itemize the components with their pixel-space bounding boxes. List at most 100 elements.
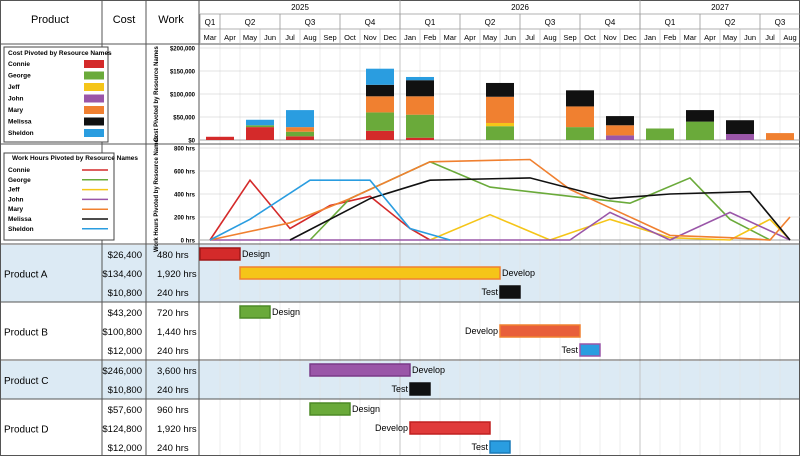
bar-segment xyxy=(726,134,754,140)
cost-legend-entry: George xyxy=(8,73,31,80)
row-work: 720 hrs xyxy=(157,308,189,319)
work-legend-entry: Melissa xyxy=(8,216,32,223)
gantt-task-label: Develop xyxy=(412,365,445,375)
cost-legend-entry: Jeff xyxy=(8,84,20,91)
gantt-bar-design xyxy=(239,305,271,319)
work-legend-entry: Jeff xyxy=(8,187,20,194)
bar-segment xyxy=(606,116,634,126)
line-y-label: Work Hours Pivoted by Resource Names xyxy=(154,135,160,252)
bar-segment xyxy=(686,121,714,140)
bar-segment xyxy=(406,96,434,115)
row-work: 960 hrs xyxy=(157,405,189,416)
line-series-melissa xyxy=(289,177,791,241)
month-label: May xyxy=(243,33,257,42)
quarter-label: Q4 xyxy=(605,18,616,27)
month-label: Nov xyxy=(603,33,617,42)
cost-legend-entry: Connie xyxy=(8,61,30,68)
cost-legend-entry: John xyxy=(8,96,24,103)
bar-segment xyxy=(566,106,594,128)
gantt-bar-test xyxy=(499,285,521,299)
header-product: Product xyxy=(31,14,69,26)
bar-segment xyxy=(366,112,394,131)
month-label: Feb xyxy=(424,33,437,42)
month-label: Jul xyxy=(285,33,295,42)
bar-segment xyxy=(486,96,514,123)
month-label: Jun xyxy=(264,33,276,42)
row-cost: $246,000 xyxy=(102,366,142,377)
gantt-bar-test xyxy=(489,440,511,454)
month-label: Nov xyxy=(363,33,377,42)
bar-segment xyxy=(406,76,434,81)
row-work: 3,600 hrs xyxy=(157,366,197,377)
month-label: Aug xyxy=(543,33,556,42)
cost-legend-swatch xyxy=(84,117,104,126)
bar-segment xyxy=(486,82,514,97)
quarter-label: Q4 xyxy=(365,18,376,27)
work-legend-entry: Sheldon xyxy=(8,226,34,233)
bar-segment xyxy=(366,96,394,113)
gantt-bar-design xyxy=(309,402,351,416)
row-work: 480 hrs xyxy=(157,250,189,261)
row-cost: $124,800 xyxy=(102,424,142,435)
work-legend-box xyxy=(3,152,115,241)
bar-y-tick: $200,000 xyxy=(170,47,196,53)
row-cost: $10,800 xyxy=(108,385,142,396)
product-rows: Product A $26,400 480 hrs Design $134,400 1,9… xyxy=(0,247,800,454)
bar-segment xyxy=(566,127,594,140)
month-label: Jul xyxy=(765,33,775,42)
quarter-label: Q1 xyxy=(425,18,436,27)
bar-y-tick: $150,000 xyxy=(170,70,196,76)
year-label: 2027 xyxy=(711,3,729,12)
cost-legend-entry: Sheldon xyxy=(8,130,34,137)
cost-legend-swatch xyxy=(84,83,104,91)
row-work: 240 hrs xyxy=(157,346,189,357)
month-label: Jan xyxy=(644,33,656,42)
bar-segment xyxy=(646,128,674,140)
month-label: Sep xyxy=(323,33,336,42)
line-y-tick: 400 hrs xyxy=(174,193,196,199)
row-work: 1,440 hrs xyxy=(157,327,197,338)
bar-y-tick: $100,000 xyxy=(170,93,196,99)
cost-legend-entry: Mary xyxy=(8,107,24,114)
work-hours-line-chart: 0 hrs 200 hrs 400 hrs 600 hrs 800 hrs Work Ho… xyxy=(154,135,800,252)
bar-segment xyxy=(366,84,394,97)
row-cost: $43,200 xyxy=(108,308,142,319)
gantt-task-label: Develop xyxy=(465,326,498,336)
month-label: Oct xyxy=(584,33,597,42)
gantt-bar-develop xyxy=(239,266,501,280)
product-name: Product D xyxy=(4,425,48,436)
gantt-task-label: Design xyxy=(352,404,380,414)
product-name: Product C xyxy=(4,376,48,387)
gantt-bar-design xyxy=(199,247,241,261)
bar-segment xyxy=(246,125,274,128)
gantt-bar-test xyxy=(579,343,601,357)
bar-segment xyxy=(686,110,714,122)
bar-segment xyxy=(286,110,314,128)
legend-work-title: Work Hours Pivoted by Resource Names xyxy=(12,155,138,162)
header-work: Work xyxy=(158,14,184,26)
line-y-tick: 800 hrs xyxy=(174,147,196,153)
month-label: Jun xyxy=(744,33,756,42)
legend-cost-title: Cost Pivoted by Resource Names xyxy=(8,50,112,57)
gantt-bar-develop xyxy=(409,421,491,435)
grid-layer xyxy=(219,44,781,456)
gantt-task-label: Test xyxy=(391,384,408,394)
bar-y-tick: $50,000 xyxy=(173,116,195,122)
legend-layer: Cost Pivoted by Resource Names Work Hours… xyxy=(3,46,138,241)
bar-segment xyxy=(406,80,434,97)
line-y-tick: 200 hrs xyxy=(174,216,196,222)
row-cost: $134,400 xyxy=(102,269,142,280)
line-series-jeff xyxy=(429,213,791,241)
line-series-sheldon xyxy=(209,179,451,241)
quarter-label: Q3 xyxy=(545,18,556,27)
month-label: Mar xyxy=(684,33,697,42)
quarter-label: Q1 xyxy=(205,18,216,27)
gantt-task-label: Test xyxy=(481,287,498,297)
row-work: 240 hrs xyxy=(157,385,189,396)
cost-legend-swatch xyxy=(84,94,104,103)
cost-legend-swatch xyxy=(84,71,104,80)
gantt-bar-develop xyxy=(309,363,411,377)
row-cost: $12,000 xyxy=(108,443,142,454)
